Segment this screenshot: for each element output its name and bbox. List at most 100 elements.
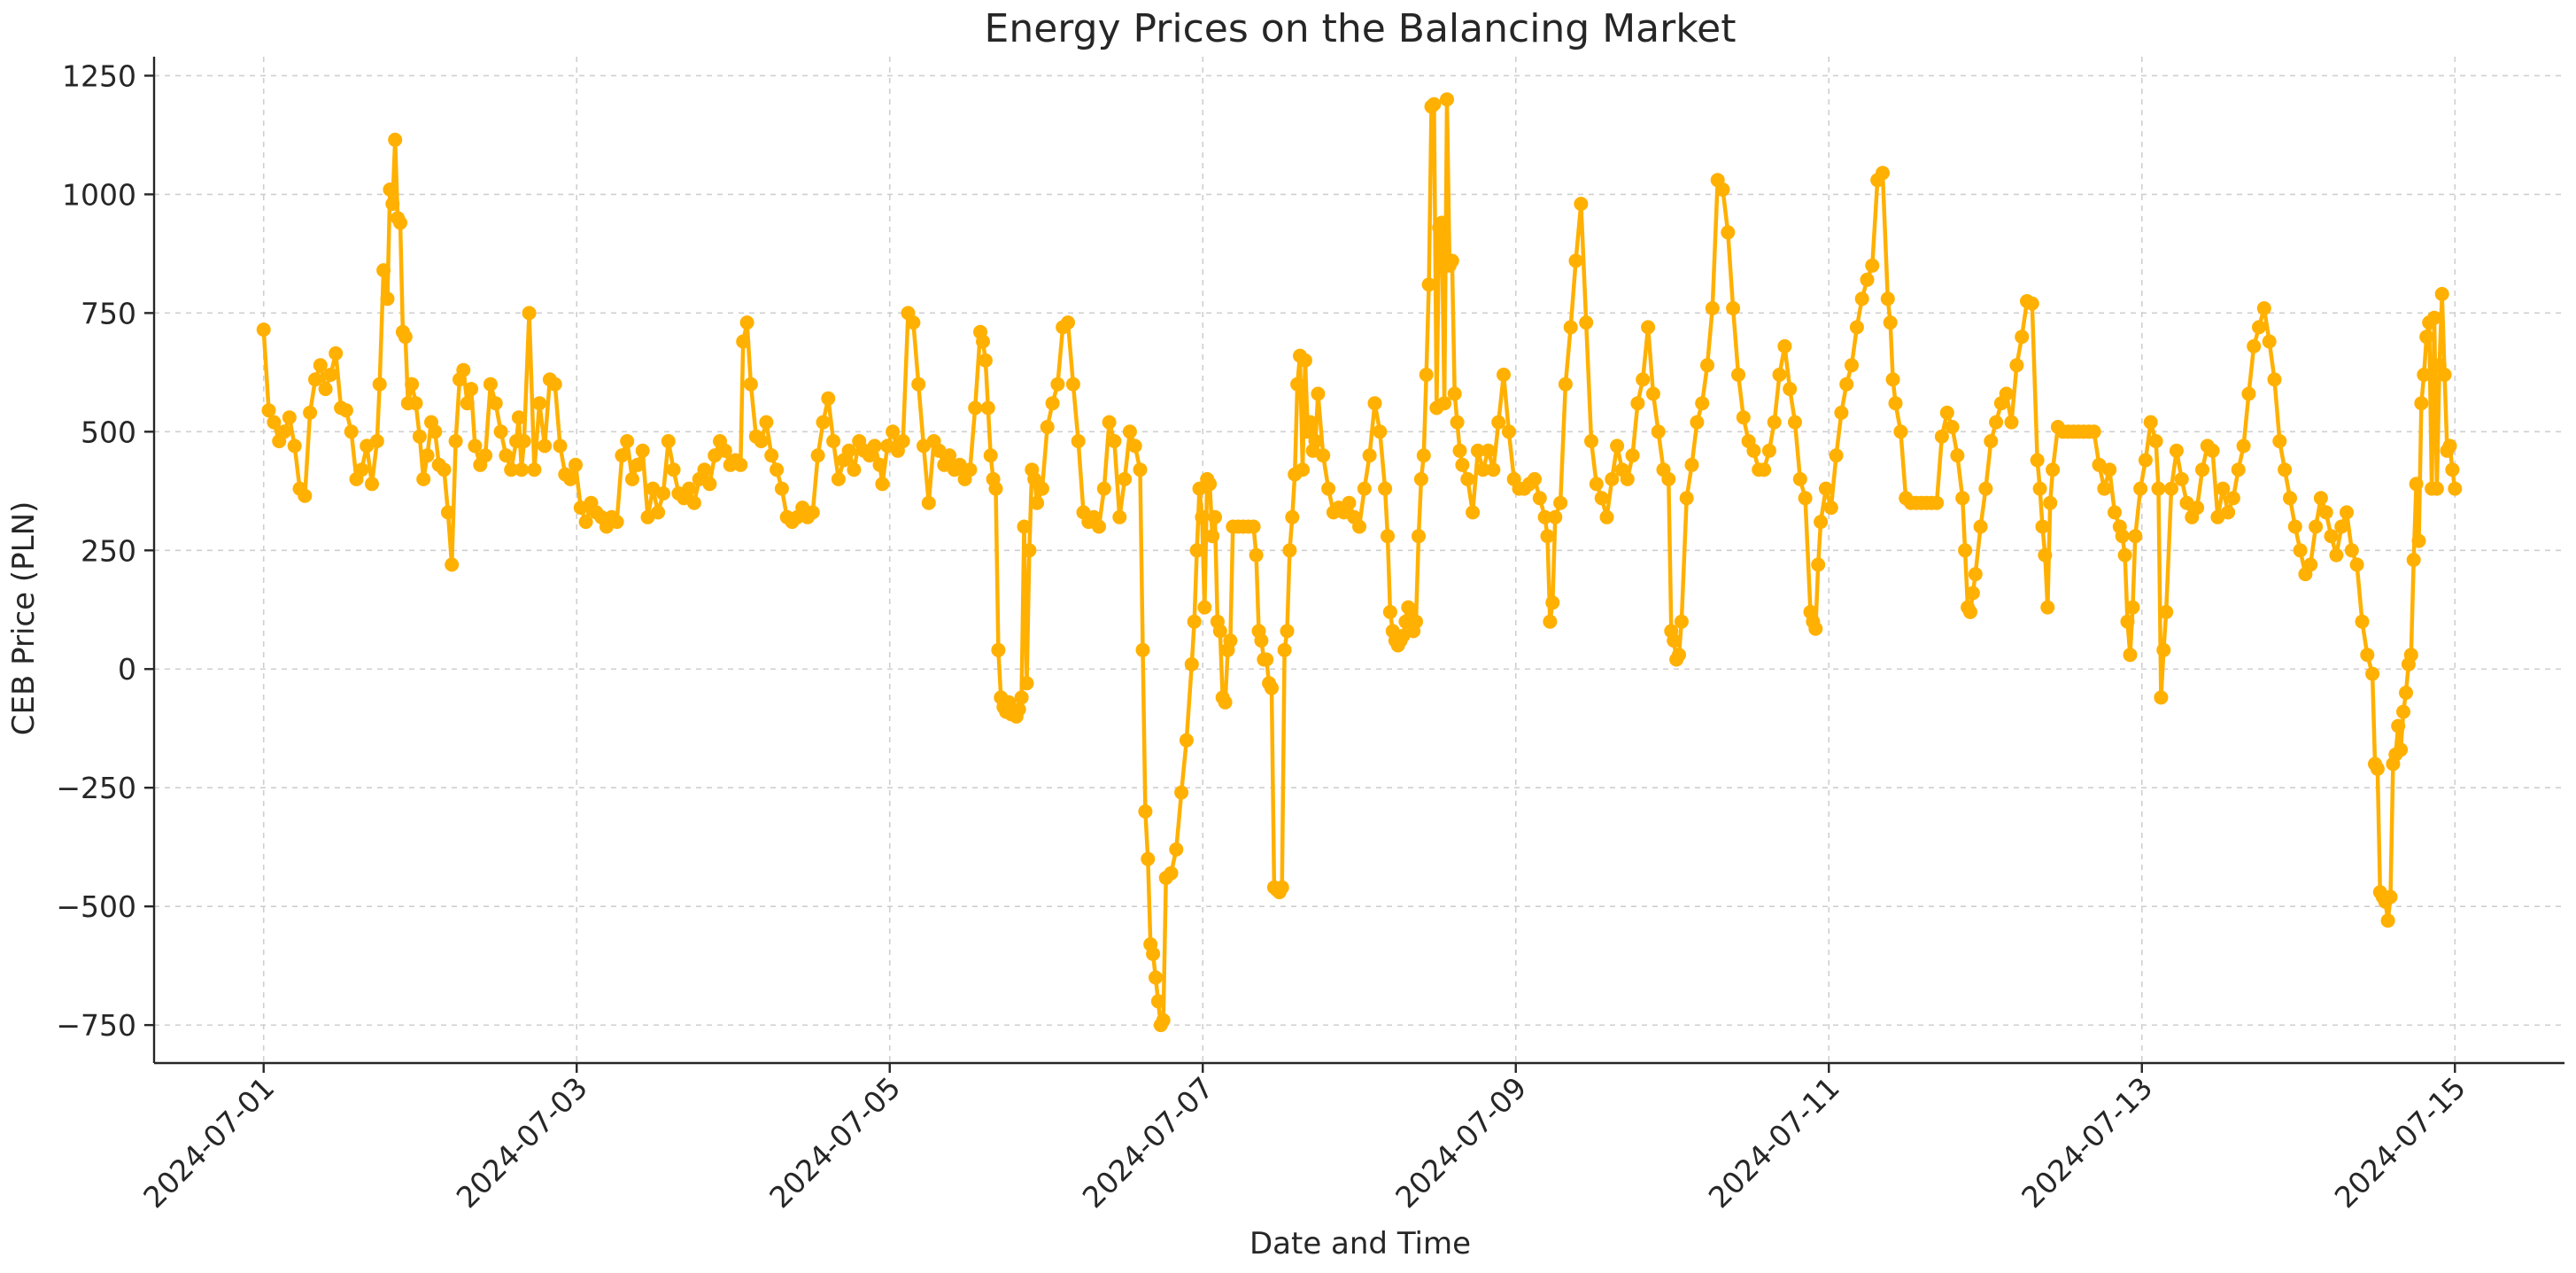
data-point bbox=[1746, 443, 1761, 458]
data-point bbox=[1450, 415, 1465, 430]
y-tick-label: −750 bbox=[56, 1008, 136, 1043]
data-point bbox=[1440, 92, 1454, 107]
data-point bbox=[1876, 166, 1890, 181]
y-tick-label: 750 bbox=[81, 296, 136, 330]
data-point bbox=[1297, 353, 1312, 368]
data-point bbox=[2313, 491, 2328, 506]
data-point bbox=[372, 376, 387, 392]
data-point bbox=[906, 315, 921, 330]
data-point bbox=[2355, 614, 2370, 629]
data-point bbox=[2038, 547, 2053, 563]
data-point bbox=[2445, 462, 2460, 477]
data-point bbox=[2086, 424, 2101, 439]
data-point bbox=[1141, 851, 1156, 866]
data-point bbox=[1195, 509, 1210, 524]
data-point bbox=[1854, 291, 1869, 307]
data-point bbox=[563, 471, 578, 486]
data-point bbox=[456, 362, 471, 377]
data-point bbox=[483, 376, 498, 392]
data-point bbox=[511, 410, 526, 425]
data-point bbox=[1930, 495, 1945, 510]
data-point bbox=[420, 448, 435, 463]
data-point bbox=[338, 403, 353, 418]
data-point bbox=[1574, 197, 1589, 212]
data-point bbox=[1045, 396, 1060, 411]
data-point bbox=[1818, 481, 1833, 496]
data-point bbox=[448, 434, 463, 448]
data-point bbox=[2293, 543, 2308, 558]
data-point bbox=[2221, 505, 2236, 520]
grid bbox=[154, 57, 2564, 1063]
data-point bbox=[2349, 557, 2364, 572]
data-point bbox=[1285, 509, 1300, 524]
data-point bbox=[1772, 368, 1787, 382]
data-point bbox=[1150, 994, 1165, 1009]
data-point bbox=[1625, 448, 1640, 463]
data-point bbox=[2434, 286, 2449, 301]
data-point bbox=[656, 486, 670, 501]
data-point bbox=[1133, 462, 1148, 477]
data-point bbox=[388, 132, 403, 147]
data-point bbox=[1362, 448, 1377, 463]
data-point bbox=[1761, 443, 1776, 458]
data-point bbox=[1605, 471, 1620, 486]
data-point bbox=[1630, 396, 1645, 411]
data-point bbox=[369, 434, 384, 448]
data-point bbox=[702, 477, 717, 492]
data-point bbox=[1989, 415, 2004, 430]
data-point bbox=[344, 424, 359, 439]
data-point bbox=[717, 443, 732, 458]
data-point bbox=[1540, 529, 1555, 544]
data-point bbox=[267, 415, 282, 430]
data-point bbox=[988, 481, 1003, 496]
data-point bbox=[1321, 481, 1336, 496]
data-point bbox=[2174, 471, 2189, 486]
y-tick-label: 250 bbox=[81, 533, 136, 568]
data-point bbox=[1695, 396, 1710, 411]
data-point bbox=[2195, 462, 2209, 477]
data-point bbox=[736, 334, 751, 349]
data-point bbox=[1501, 424, 1516, 439]
data-point bbox=[1788, 415, 1802, 430]
data-point bbox=[1447, 386, 1462, 401]
data-point bbox=[1203, 477, 1218, 492]
data-point bbox=[2429, 481, 2444, 496]
data-point bbox=[1416, 448, 1431, 463]
data-point bbox=[1174, 785, 1189, 800]
data-point bbox=[1684, 457, 1699, 472]
data-point bbox=[635, 443, 650, 458]
data-point bbox=[488, 396, 503, 411]
data-point bbox=[2334, 519, 2349, 534]
data-point bbox=[1412, 529, 1426, 544]
data-point bbox=[615, 448, 630, 463]
data-point bbox=[308, 372, 322, 387]
y-tick-label: 0 bbox=[118, 652, 136, 687]
x-tick-label: 2024-07-05 bbox=[762, 1070, 907, 1215]
data-point bbox=[1265, 680, 1279, 695]
data-point bbox=[282, 410, 297, 425]
data-point bbox=[2272, 434, 2287, 448]
data-point bbox=[578, 515, 593, 530]
data-point bbox=[1672, 648, 1686, 663]
data-point bbox=[1798, 491, 1813, 506]
data-point bbox=[1705, 301, 1720, 315]
data-point bbox=[1102, 415, 1117, 430]
data-point bbox=[1208, 509, 1222, 524]
chart-title: Energy Prices on the Balancing Market bbox=[985, 6, 1737, 51]
data-point bbox=[1486, 462, 1501, 477]
data-point bbox=[1579, 315, 1594, 330]
data-point bbox=[2448, 481, 2463, 496]
data-point bbox=[1968, 567, 1983, 582]
data-point bbox=[1437, 396, 1452, 411]
data-point bbox=[1481, 443, 1496, 458]
data-point bbox=[2117, 547, 2132, 563]
data-point bbox=[380, 291, 395, 307]
data-point bbox=[1092, 519, 1106, 534]
data-point bbox=[2344, 543, 2359, 558]
data-point bbox=[298, 488, 313, 503]
data-point bbox=[841, 443, 856, 458]
data-point bbox=[1254, 633, 1269, 648]
data-point bbox=[437, 462, 452, 477]
data-point bbox=[1757, 462, 1772, 477]
